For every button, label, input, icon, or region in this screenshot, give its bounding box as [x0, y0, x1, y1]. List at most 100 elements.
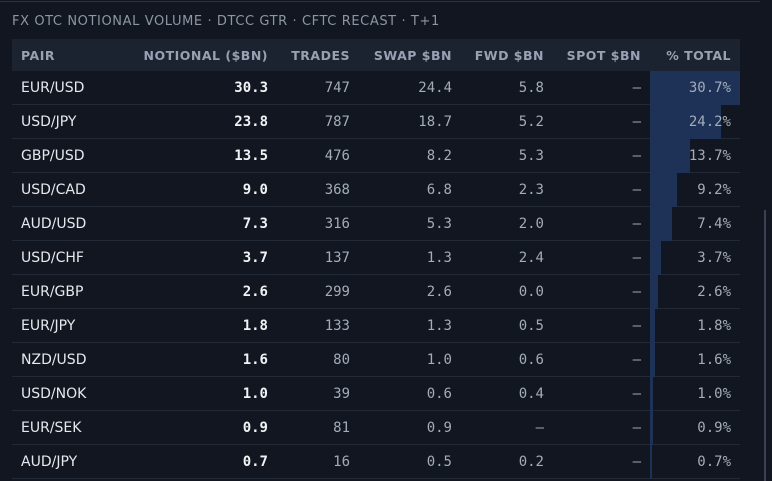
- table-cell: 2.6: [111, 274, 277, 309]
- table-cell: 39: [277, 376, 359, 411]
- table-cell: —: [553, 206, 650, 241]
- table-cell: 24.4: [359, 71, 461, 105]
- table-cell: —: [553, 104, 650, 139]
- pct-label: 7.4%: [697, 215, 731, 232]
- table-cell: 1.8: [111, 308, 277, 343]
- panel-title: FX OTC NOTIONAL VOLUME · DTCC GTR · CFTC…: [12, 14, 440, 29]
- table-cell: EUR/GBP: [12, 274, 111, 309]
- table-cell: AUD/JPY: [12, 444, 111, 479]
- pct-label: 1.6%: [697, 351, 731, 368]
- table-row: USD/CAD 9.0 368 6.8 2.3— 9.2%: [12, 172, 740, 207]
- pct-label: 1.8%: [697, 317, 731, 334]
- table-cell: 299: [277, 274, 359, 309]
- table-row: USD/NOK 1.0 39 0.6 0.4— 1.0%: [12, 376, 740, 411]
- table-cell: 0.7: [111, 444, 277, 479]
- pct-cell: 24.2%: [650, 104, 740, 139]
- pct-label: 9.2%: [697, 181, 731, 198]
- pct-bar: [650, 411, 653, 445]
- divider: [0, 1, 760, 2]
- pct-cell: 13.7%: [650, 138, 740, 173]
- table-cell: 1.6: [111, 342, 277, 377]
- pct-bar: [650, 241, 661, 275]
- table-cell: —: [553, 274, 650, 309]
- scrollbar: [764, 210, 766, 481]
- table-cell: USD/CAD: [12, 172, 111, 207]
- pct-cell: 3.7%: [650, 240, 740, 275]
- pct-label: 1.0%: [697, 385, 731, 402]
- column-header: PAIR: [12, 39, 111, 71]
- pct-label: 3.7%: [697, 249, 731, 266]
- table-cell: 0.6: [359, 376, 461, 411]
- table-cell: 137: [277, 240, 359, 275]
- table-cell: 747: [277, 71, 359, 105]
- table-cell: 0.9: [111, 410, 277, 445]
- table-cell: 16: [277, 444, 359, 479]
- table-cell: 1.0: [111, 376, 277, 411]
- pct-bar: [650, 139, 691, 173]
- table-cell: —: [553, 138, 650, 173]
- table-row: EUR/GBP 2.6 299 2.6 0.0—2.6%: [12, 274, 740, 309]
- table-cell: 316: [277, 206, 359, 241]
- table-cell: —: [553, 376, 650, 411]
- pct-bar: [650, 105, 721, 139]
- table-cell: 1.3: [359, 240, 461, 275]
- table-cell: EUR/USD: [12, 71, 111, 105]
- pct-cell: 1.6%: [650, 342, 740, 377]
- table-cell: AUD/USD: [12, 206, 111, 241]
- column-header: NOTIONAL ($BN): [111, 39, 277, 71]
- table-cell: 0.6: [461, 342, 553, 377]
- table-cell: —: [553, 342, 650, 377]
- table-cell: —: [553, 240, 650, 275]
- pct-bar: [650, 377, 653, 411]
- column-header: FWD $BN: [461, 39, 553, 71]
- table-cell: —: [553, 308, 650, 343]
- pct-label: 0.9%: [697, 419, 731, 436]
- table-row: GBP/USD 13.5 476 8.2 5.3— 13.7%: [12, 138, 740, 173]
- pct-bar: [650, 275, 658, 309]
- pct-bar: [650, 445, 653, 479]
- table-cell: 3.7: [111, 240, 277, 275]
- pct-cell: 9.2%: [650, 172, 740, 207]
- table-row: AUD/USD 7.3 316 5.3 2.0— 7.4%: [12, 206, 740, 241]
- pct-cell: 0.7%: [650, 444, 740, 479]
- table-cell: USD/JPY: [12, 104, 111, 139]
- table-cell: EUR/JPY: [12, 308, 111, 343]
- pct-label: 2.6%: [697, 283, 731, 300]
- table-cell: GBP/USD: [12, 138, 111, 173]
- pct-cell: 2.6%: [650, 274, 740, 309]
- table-cell: —: [553, 410, 650, 445]
- table-cell: NZD/USD: [12, 342, 111, 377]
- table-cell: 2.0: [461, 206, 553, 241]
- table-cell: 5.2: [461, 104, 553, 139]
- column-header: TRADES: [277, 39, 359, 71]
- table-cell: 0.5: [359, 444, 461, 479]
- table-cell: 0.0: [461, 274, 553, 309]
- pct-cell: 1.0%: [650, 376, 740, 411]
- table-cell: 9.0: [111, 172, 277, 207]
- table-cell: EUR/SEK: [12, 410, 111, 445]
- pct-label: 30.7%: [688, 79, 731, 96]
- pct-bar: [650, 309, 656, 343]
- table-cell: 787: [277, 104, 359, 139]
- table-cell: 5.8: [461, 71, 553, 105]
- table-cell: —: [553, 71, 650, 105]
- table-cell: 81: [277, 410, 359, 445]
- pct-bar: [650, 207, 672, 241]
- volume-table: PAIR NOTIONAL ($BN) TRADES SWAP $BN FWD $BN S…: [12, 39, 740, 479]
- pct-cell: 1.8%: [650, 308, 740, 343]
- table-cell: 8.2: [359, 138, 461, 173]
- table-cell: 1.0: [359, 342, 461, 377]
- table-cell: 13.5: [111, 138, 277, 173]
- table-cell: 1.3: [359, 308, 461, 343]
- column-header: SWAP $BN: [359, 39, 461, 71]
- table-cell: 368: [277, 172, 359, 207]
- table-cell: 5.3: [461, 138, 553, 173]
- table-cell: —: [553, 444, 650, 479]
- table-cell: 0.9: [359, 410, 461, 445]
- column-header: % TOTAL: [650, 39, 740, 71]
- header-row: PAIR NOTIONAL ($BN) TRADES SWAP $BN FWD $BN S…: [12, 39, 740, 71]
- table-cell: 6.8: [359, 172, 461, 207]
- column-header: SPOT $BN: [553, 39, 650, 71]
- table-cell: 0.4: [461, 376, 553, 411]
